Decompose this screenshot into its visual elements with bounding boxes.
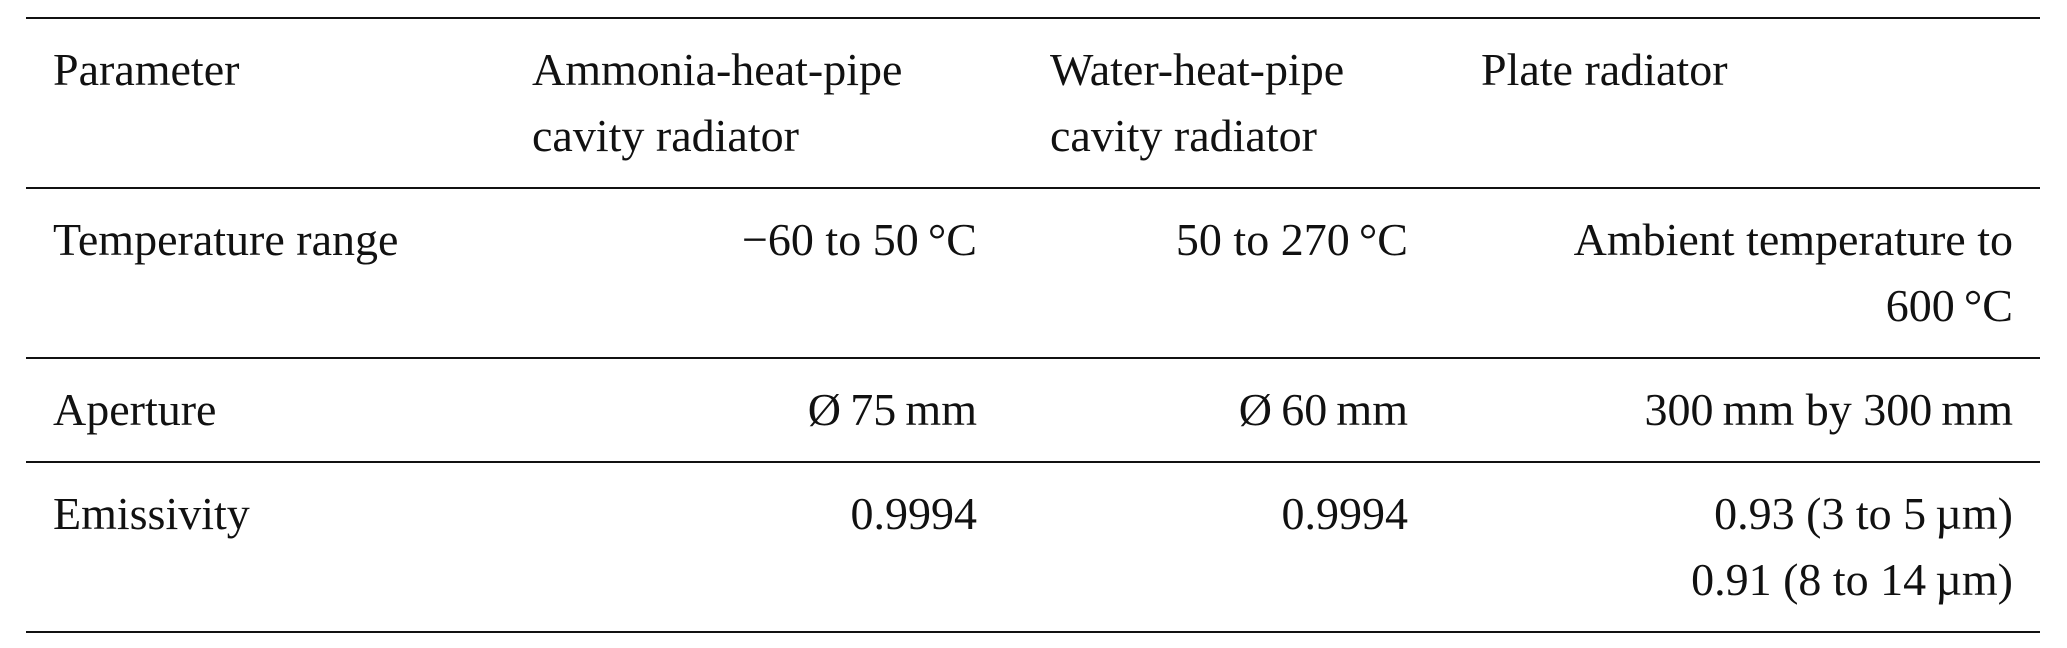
header-cell: Ammonia-heat-pipe cavity radiator — [510, 18, 1028, 188]
table-body: Temperature range −60 to 50 °C 50 to 270 °… — [26, 188, 2040, 632]
cell-line: Temperature range — [53, 214, 399, 265]
cell-line: 600 °C — [1885, 280, 2013, 331]
cell-line: cavity radiator — [1050, 110, 1317, 161]
cell-line: Water-heat-pipe — [1050, 44, 1345, 95]
table-cell: −60 to 50 °C — [510, 188, 1028, 358]
cell-line: 0.9994 — [850, 488, 978, 539]
table-cell: 0.93 (3 to 5 µm) 0.91 (8 to 14 µm) — [1459, 462, 2040, 632]
cell-line: 0.91 (8 to 14 µm) — [1691, 554, 2013, 605]
table-cell: 50 to 270 °C — [1028, 188, 1459, 358]
cell-line: Ø 60 mm — [1238, 384, 1408, 435]
table-cell: Ø 60 mm — [1028, 358, 1459, 462]
cell-line: 300 mm by 300 mm — [1644, 384, 2013, 435]
table-header: Parameter Ammonia-heat-pipe cavity radiato… — [26, 18, 2040, 188]
data-table: Parameter Ammonia-heat-pipe cavity radiato… — [26, 17, 2040, 633]
table-cell: 300 mm by 300 mm — [1459, 358, 2040, 462]
header-cell: Plate radiator — [1459, 18, 2040, 188]
cell-line: Ambient temperature to — [1573, 214, 2013, 265]
table-cell: Aperture — [26, 358, 510, 462]
cell-line: cavity radiator — [532, 110, 799, 161]
table-cell: 0.9994 — [510, 462, 1028, 632]
header-cell: Parameter — [26, 18, 510, 188]
table-cell: 0.9994 — [1028, 462, 1459, 632]
cell-line: 0.9994 — [1281, 488, 1409, 539]
table-row: Aperture Ø 75 mm Ø 60 mm 300 mm by 300 mm — [26, 358, 2040, 462]
cell-line: Ø 75 mm — [807, 384, 977, 435]
table-cell: Ambient temperature to 600 °C — [1459, 188, 2040, 358]
cell-line: −60 to 50 °C — [741, 214, 977, 265]
cell-line: 0.93 (3 to 5 µm) — [1714, 488, 2013, 539]
cell-line: Aperture — [53, 384, 217, 435]
table-row: Emissivity 0.9994 0.9994 0.93 (3 to 5 µm) 0.… — [26, 462, 2040, 632]
cell-line: Ammonia-heat-pipe — [532, 44, 903, 95]
header-row: Parameter Ammonia-heat-pipe cavity radiato… — [26, 18, 2040, 188]
header-cell: Water-heat-pipe cavity radiator — [1028, 18, 1459, 188]
cell-line: 50 to 270 °C — [1175, 214, 1408, 265]
table-cell: Emissivity — [26, 462, 510, 632]
cell-line: Emissivity — [53, 488, 250, 539]
cell-line: Parameter — [53, 44, 240, 95]
table-cell: Temperature range — [26, 188, 510, 358]
cell-line: Plate radiator — [1481, 44, 1728, 95]
table-row: Temperature range −60 to 50 °C 50 to 270 °… — [26, 188, 2040, 358]
table-cell: Ø 75 mm — [510, 358, 1028, 462]
